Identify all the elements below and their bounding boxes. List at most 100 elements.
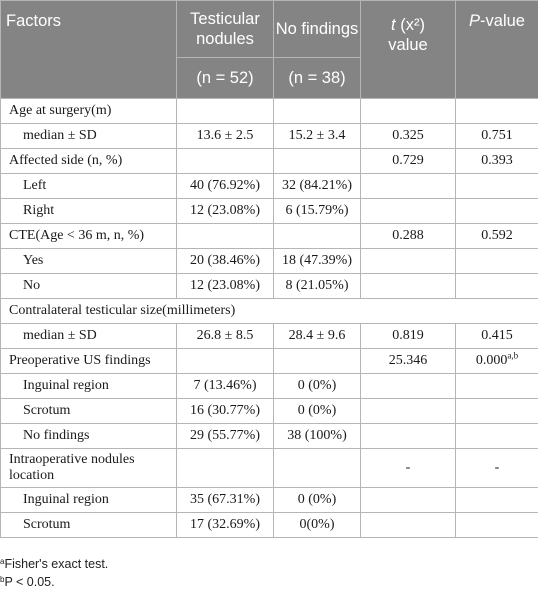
cell-testicular-nodules <box>177 224 274 249</box>
row-label: Left <box>1 174 177 199</box>
cell-no-findings <box>274 449 361 488</box>
cell-t-value <box>361 249 456 274</box>
cell-p-value: - <box>456 449 538 488</box>
cell-no-findings <box>274 349 361 374</box>
footnote-a: aFisher's exact test. <box>0 554 108 572</box>
cell-p-value <box>456 249 538 274</box>
cell-t-value <box>361 174 456 199</box>
cell-p-value: 0.592 <box>456 224 538 249</box>
row-label: median ± SD <box>1 324 177 349</box>
row-label: Intraoperative nodules location <box>1 449 177 488</box>
cell-testicular-nodules: 20 (38.46%) <box>177 249 274 274</box>
cell-p-value <box>456 513 538 538</box>
cell-testicular-nodules <box>177 99 274 124</box>
cell-no-findings: 15.2 ± 3.4 <box>274 124 361 149</box>
cell-no-findings: 8 (21.05%) <box>274 274 361 299</box>
cell-t-value <box>361 199 456 224</box>
row-label: median ± SD <box>1 124 177 149</box>
header-n-nofindings: (n = 38) <box>274 58 361 99</box>
cell-testicular-nodules <box>177 149 274 174</box>
cell-p-value <box>456 174 538 199</box>
cell-testicular-nodules: 26.8 ± 8.5 <box>177 324 274 349</box>
cell-t-value: 0.325 <box>361 124 456 149</box>
cell-no-findings <box>274 149 361 174</box>
cell-p-value: 0.393 <box>456 149 538 174</box>
row-label: Scrotum <box>1 513 177 538</box>
cell-t-value: 0.288 <box>361 224 456 249</box>
row-label: Yes <box>1 249 177 274</box>
row-label: Inguinal region <box>1 374 177 399</box>
cell-no-findings <box>274 99 361 124</box>
cell-t-value: 25.346 <box>361 349 456 374</box>
cell-t-value <box>361 488 456 513</box>
row-label: Preoperative US findings <box>1 349 177 374</box>
row-label: No findings <box>1 424 177 449</box>
cell-p-value <box>456 274 538 299</box>
cell-no-findings <box>274 224 361 249</box>
cell-testicular-nodules: 29 (55.77%) <box>177 424 274 449</box>
footnote-b: bP < 0.05. <box>0 572 108 590</box>
cell-t-value: - <box>361 449 456 488</box>
cell-no-findings: 6 (15.79%) <box>274 199 361 224</box>
cell-p-value <box>456 424 538 449</box>
cell-p-value <box>456 399 538 424</box>
cell-t-value: 0.819 <box>361 324 456 349</box>
cell-p-value: 0.751 <box>456 124 538 149</box>
cell-testicular-nodules: 17 (32.69%) <box>177 513 274 538</box>
cell-p-value <box>456 199 538 224</box>
cell-no-findings: 0(0%) <box>274 513 361 538</box>
row-label: Right <box>1 199 177 224</box>
cell-testicular-nodules <box>177 349 274 374</box>
cell-t-value <box>361 399 456 424</box>
table-header: Factors Testicular nodules No findings t… <box>1 1 538 99</box>
cell-t-value <box>361 274 456 299</box>
cell-testicular-nodules: 40 (76.92%) <box>177 174 274 199</box>
row-label: CTE(Age < 36 m, n, %) <box>1 224 177 249</box>
header-t-value: t (x²) value <box>361 1 456 99</box>
cell-p-value: 0.000a,b <box>456 349 538 374</box>
cell-testicular-nodules: 16 (30.77%) <box>177 399 274 424</box>
table-row: Age at surgery(m) <box>1 99 538 124</box>
row-label: Inguinal region <box>1 488 177 513</box>
row-label: No <box>1 274 177 299</box>
cell-p-value: 0.415 <box>456 324 538 349</box>
footnotes: aFisher's exact test. bP < 0.05. <box>0 554 108 590</box>
cell-testicular-nodules: 12 (23.08%) <box>177 274 274 299</box>
cell-no-findings: 28.4 ± 9.6 <box>274 324 361 349</box>
cell-testicular-nodules: 13.6 ± 2.5 <box>177 124 274 149</box>
cell-p-value <box>456 99 538 124</box>
cell-testicular-nodules: 12 (23.08%) <box>177 199 274 224</box>
table-row: Contralateral testicular size(millimeter… <box>1 299 538 324</box>
header-testicular-nodules: Testicular nodules <box>177 1 274 58</box>
table-row: Intraoperative nodules location -- <box>1 449 538 488</box>
p-value-superscript: a,b <box>507 350 518 360</box>
row-label: Contralateral testicular size(millimeter… <box>1 299 538 324</box>
cell-no-findings: 18 (47.39%) <box>274 249 361 274</box>
header-n-testicular: (n = 52) <box>177 58 274 99</box>
cell-p-value <box>456 488 538 513</box>
cell-testicular-nodules: 35 (67.31%) <box>177 488 274 513</box>
cell-no-findings: 0 (0%) <box>274 399 361 424</box>
row-label: Scrotum <box>1 399 177 424</box>
cell-t-value <box>361 99 456 124</box>
cell-no-findings: 38 (100%) <box>274 424 361 449</box>
cell-t-value <box>361 424 456 449</box>
cell-testicular-nodules <box>177 449 274 488</box>
cell-no-findings: 0 (0%) <box>274 374 361 399</box>
cell-t-value <box>361 513 456 538</box>
cell-t-value: 0.729 <box>361 149 456 174</box>
cell-p-value <box>456 374 538 399</box>
